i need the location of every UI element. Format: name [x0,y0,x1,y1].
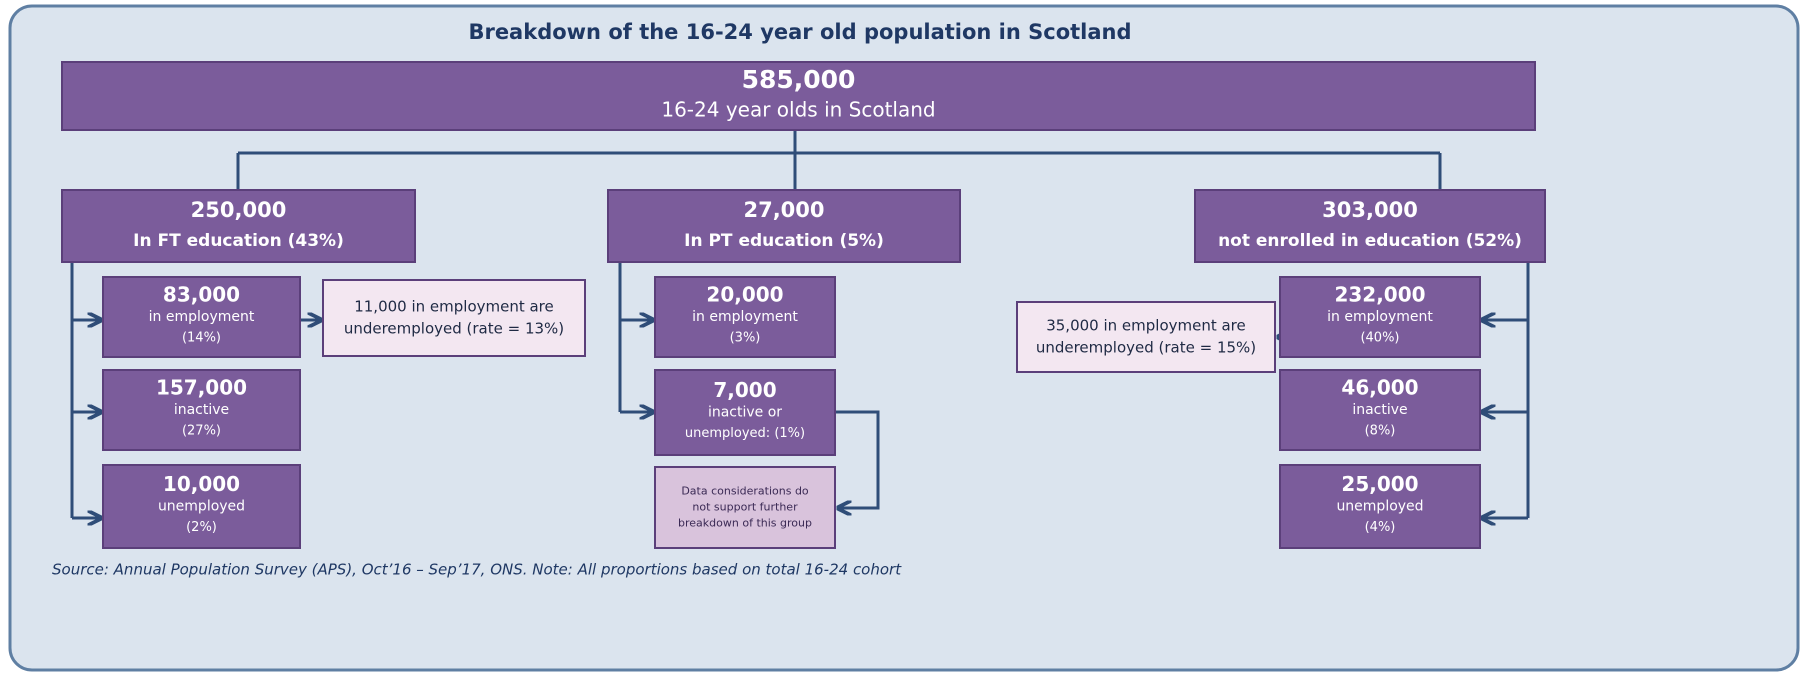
connectors [70,130,1530,518]
box-text: inactive or [708,405,782,421]
box [1016,301,1276,373]
box-text: (2%) [186,520,217,535]
box [322,279,586,357]
child-box: 20,000 in employment (3%) [654,276,836,358]
child-box: 232,000 in employment (40%) [1279,276,1481,358]
box [61,61,1536,131]
box-text: (27%) [182,424,221,439]
box-text: 83,000 [163,283,240,307]
note-box: 35,000 in employment are underemployed (r… [1016,301,1276,373]
box-text: in employment [1327,309,1433,325]
child-box: 7,000 inactive or unemployed: (1%) [654,369,836,456]
box [102,464,301,549]
root-box: 585,000 16-24 year olds in Scotland [61,61,1536,131]
box-text: In FT education (43%) [133,231,344,251]
box-text: unemployed [1336,499,1423,515]
box-text: (4%) [1365,520,1396,535]
box-text: In PT education (5%) [684,231,884,251]
branch-box: 250,000 In FT education (43%) [61,189,416,263]
box-text: breakdown of this group [678,517,812,530]
box-text: 35,000 in employment are [1046,317,1246,335]
note-box: 11,000 in employment are underemployed (r… [322,279,586,357]
child-box: 157,000 inactive (27%) [102,369,301,451]
title: Breakdown of the 16-24 year old populati… [468,20,1131,44]
branch-box: 303,000 not enrolled in education (52%) [1194,189,1546,263]
box-text: 585,000 [742,65,856,94]
box-text: not support further [692,501,798,514]
child-box: 46,000 inactive (8%) [1279,369,1481,451]
box-text: 232,000 [1334,283,1425,307]
branch-box: 27,000 In PT education (5%) [607,189,961,263]
box-text: inactive [174,402,229,418]
box-text: underemployed (rate = 15%) [1036,339,1256,357]
box-text: 157,000 [156,376,247,400]
box [654,466,836,549]
box-text: 20,000 [706,283,783,307]
box-text: unemployed: (1%) [685,426,805,441]
box-text: 250,000 [191,198,287,222]
box-text: unemployed [158,499,245,515]
source-note: Source: Annual Population Survey (APS), … [52,561,902,579]
dc-box: Data considerations do not support furthe… [654,466,836,549]
box [607,189,961,263]
box-text: 10,000 [163,472,240,496]
box-text: 303,000 [1322,198,1418,222]
box [654,369,836,456]
box-text: underemployed (rate = 13%) [344,320,564,338]
box-text: (8%) [1365,424,1396,439]
box [654,276,836,358]
box [1194,189,1546,263]
box-text: 46,000 [1341,376,1418,400]
box-text: inactive [1352,402,1407,418]
child-box: 10,000 unemployed (2%) [102,464,301,549]
box-text: (14%) [182,331,221,346]
box [61,189,416,263]
box [1279,464,1481,549]
box-text: Data considerations do [681,485,809,498]
box-text: (3%) [730,331,761,346]
box-text: not enrolled in education (52%) [1218,231,1522,251]
child-box: 83,000 in employment (14%) [102,276,301,358]
child-box: 25,000 unemployed (4%) [1279,464,1481,549]
box-text: 7,000 [713,378,776,402]
box-text: (40%) [1360,331,1399,346]
box [102,276,301,358]
box-text: 11,000 in employment are [354,298,554,316]
box [1279,276,1481,358]
box-text: in employment [692,309,798,325]
box-text: in employment [149,309,255,325]
box-text: 25,000 [1341,472,1418,496]
box-text: 16-24 year olds in Scotland [661,98,935,122]
box [102,369,301,451]
box-text: 27,000 [743,198,824,222]
box [1279,369,1481,451]
